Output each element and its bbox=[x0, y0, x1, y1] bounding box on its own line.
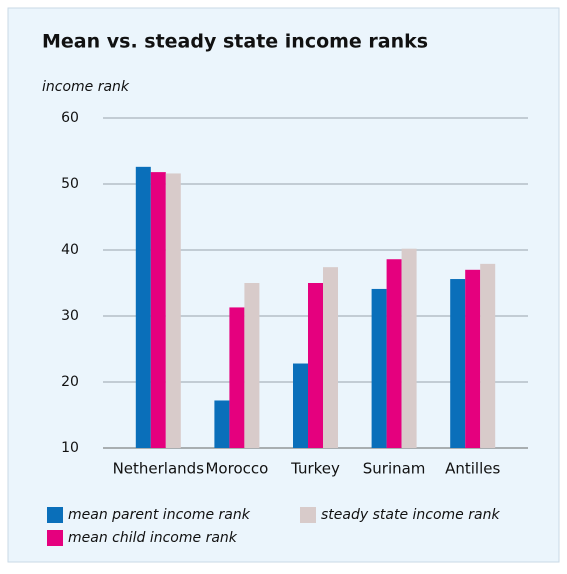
legend-swatch bbox=[300, 507, 316, 523]
bar bbox=[229, 307, 245, 448]
legend-label: steady state income rank bbox=[321, 507, 500, 523]
legend-swatch bbox=[47, 507, 63, 523]
bar bbox=[214, 400, 230, 448]
bar bbox=[323, 267, 338, 448]
bar bbox=[165, 173, 181, 448]
bar bbox=[465, 269, 481, 448]
bar bbox=[450, 279, 466, 448]
y-tick-label: 50 bbox=[61, 176, 79, 192]
y-tick-label: 40 bbox=[61, 242, 79, 258]
x-tick-label: Netherlands bbox=[113, 460, 205, 478]
x-tick-label: Turkey bbox=[290, 460, 340, 478]
bar bbox=[150, 172, 166, 448]
bar bbox=[386, 259, 402, 448]
bar bbox=[135, 166, 151, 448]
y-axis-label: income rank bbox=[42, 79, 130, 95]
bar bbox=[371, 288, 387, 448]
legend-label: mean parent income rank bbox=[68, 507, 251, 523]
chart-title: Mean vs. steady state income ranks bbox=[42, 31, 428, 53]
x-tick-label: Surinam bbox=[363, 460, 426, 478]
y-tick-label: 60 bbox=[61, 110, 79, 126]
y-tick-label: 30 bbox=[61, 308, 79, 324]
x-tick-label: Morocco bbox=[205, 460, 268, 478]
bar bbox=[244, 283, 260, 448]
bar bbox=[308, 283, 323, 448]
legend-label: mean child income rank bbox=[68, 530, 238, 546]
y-tick-label: 20 bbox=[61, 374, 79, 390]
y-tick-label: 10 bbox=[61, 440, 79, 456]
legend-swatch bbox=[47, 530, 63, 546]
bar bbox=[480, 263, 496, 448]
bar bbox=[293, 363, 308, 448]
bar bbox=[401, 248, 417, 448]
x-tick-label: Antilles bbox=[445, 460, 500, 478]
